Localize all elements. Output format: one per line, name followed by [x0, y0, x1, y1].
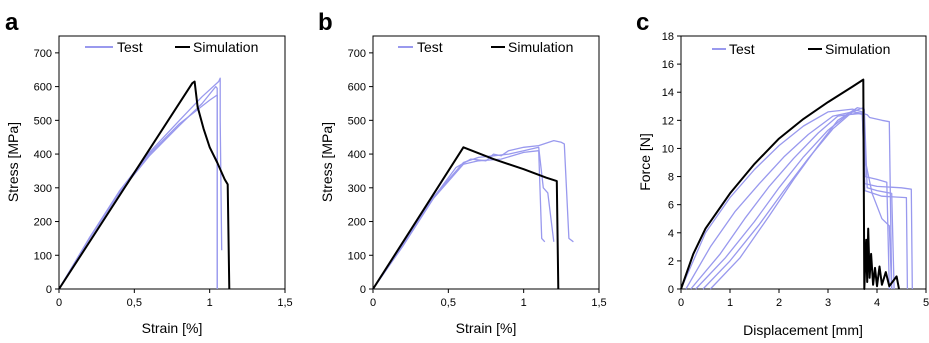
- y-tick-label-b-2: 200: [348, 217, 366, 229]
- series-group-a: [58, 77, 231, 290]
- series-line-a-test-1: [58, 85, 218, 290]
- series-line-b-test-0: [372, 139, 574, 290]
- plot-area-c: [680, 35, 927, 290]
- x-tick-label-c-2: 2: [776, 297, 782, 309]
- chart-panel-b: b 0 100 200 300 400 500 600 700 0 0,5 1 1,5 Test S…: [318, 9, 607, 336]
- legend-c: Test Simulation: [712, 41, 890, 57]
- series-line-b-simulation: [372, 146, 560, 290]
- series-line-b-test-1: [372, 146, 555, 290]
- x-axis-label-a: Strain [%]: [142, 320, 203, 336]
- series-group-c: [680, 78, 913, 290]
- x-tick-label-c-4: 4: [874, 297, 880, 309]
- x-axis-c: 0 1 2 3 4 5: [678, 289, 929, 309]
- y-tick-label-c-8: 16: [662, 59, 674, 71]
- y-tick-label-b-7: 700: [348, 48, 366, 60]
- y-tick-label-c-9: 18: [662, 31, 674, 43]
- y-tick-label-a-1: 100: [34, 250, 52, 262]
- x-tick-label-c-5: 5: [923, 297, 929, 309]
- y-axis-a: 0 100 200 300 400 500 600 700: [34, 48, 59, 296]
- legend-label-test-c: Test: [729, 41, 755, 57]
- y-tick-label-a-0: 0: [46, 284, 52, 296]
- y-tick-label-b-0: 0: [360, 284, 366, 296]
- series-line-c-test-0: [680, 108, 913, 290]
- series-line-c-test-2: [690, 112, 890, 290]
- panel-letter-c: c: [636, 9, 649, 36]
- y-tick-label-a-6: 600: [34, 82, 52, 94]
- y-tick-label-c-3: 6: [668, 200, 674, 212]
- series-line-b-test-2: [372, 150, 546, 290]
- y-tick-label-c-2: 4: [668, 228, 674, 240]
- y-tick-label-b-4: 400: [348, 149, 366, 161]
- y-tick-label-b-6: 600: [348, 82, 366, 94]
- x-tick-label-b-2: 1: [521, 297, 527, 309]
- x-axis-label-b: Strain [%]: [456, 320, 517, 336]
- y-tick-label-c-7: 14: [662, 87, 674, 99]
- series-line-a-simulation: [58, 80, 231, 290]
- y-tick-label-c-0: 0: [668, 284, 674, 296]
- legend-label-test-b: Test: [417, 39, 443, 55]
- series-group-b: [372, 139, 574, 290]
- x-tick-label-c-3: 3: [825, 297, 831, 309]
- x-axis-b: 0 0,5 1 1,5: [370, 289, 607, 309]
- series-line-a-test-2: [58, 94, 218, 290]
- legend-a: Test Simulation: [85, 39, 258, 55]
- x-tick-label-b-1: 0,5: [441, 297, 456, 309]
- x-tick-label-a-2: 1: [207, 297, 213, 309]
- y-tick-label-b-1: 100: [348, 250, 366, 262]
- legend-label-simulation-c: Simulation: [825, 41, 890, 57]
- x-axis-label-c: Displacement [mm]: [743, 322, 863, 338]
- y-tick-label-a-3: 300: [34, 183, 52, 195]
- y-axis-label-c: Force [N]: [637, 133, 653, 191]
- y-axis-label-b: Stress [MPa]: [319, 122, 335, 202]
- x-tick-label-a-0: 0: [56, 297, 62, 309]
- x-axis-a: 0 0,5 1 1,5: [56, 289, 293, 309]
- y-tick-label-a-4: 400: [34, 149, 52, 161]
- legend-b: Test Simulation: [398, 39, 573, 55]
- x-tick-label-b-0: 0: [370, 297, 376, 309]
- panel-letter-a: a: [5, 9, 19, 36]
- plot-area-b: [372, 35, 600, 290]
- y-tick-label-b-5: 500: [348, 115, 366, 127]
- x-tick-label-a-3: 1,5: [277, 297, 292, 309]
- x-tick-label-b-3: 1,5: [591, 297, 606, 309]
- series-line-c-test-4: [702, 107, 893, 290]
- legend-label-test-a: Test: [117, 39, 143, 55]
- x-tick-label-c-0: 0: [678, 297, 684, 309]
- chart-panel-a: a 0 100 200 300 400 500 600 700 0 0,5 1 1,5 Test S…: [5, 9, 293, 336]
- y-tick-label-c-1: 2: [668, 256, 674, 268]
- series-line-c-test-1: [685, 111, 909, 290]
- y-tick-label-a-7: 700: [34, 48, 52, 60]
- y-axis-b: 0 100 200 300 400 500 600 700: [348, 48, 373, 296]
- y-tick-label-a-5: 500: [34, 115, 52, 127]
- x-tick-label-c-1: 1: [727, 297, 733, 309]
- legend-label-simulation-b: Simulation: [508, 39, 573, 55]
- y-axis-label-a: Stress [MPa]: [5, 122, 21, 202]
- plot-area-a: [58, 35, 286, 290]
- y-tick-label-c-5: 10: [662, 143, 674, 155]
- series-line-c-simulation: [680, 78, 900, 290]
- legend-label-simulation-a: Simulation: [193, 39, 258, 55]
- panel-letter-b: b: [318, 9, 333, 36]
- y-tick-label-a-2: 200: [34, 217, 52, 229]
- y-tick-label-c-4: 8: [668, 172, 674, 184]
- x-tick-label-a-1: 0,5: [127, 297, 142, 309]
- y-tick-label-b-3: 300: [348, 183, 366, 195]
- y-tick-label-c-6: 12: [662, 115, 674, 127]
- series-line-c-test-5: [709, 107, 895, 290]
- y-axis-c: 0 2 4 6 8 10 12 14 16 18: [662, 31, 681, 296]
